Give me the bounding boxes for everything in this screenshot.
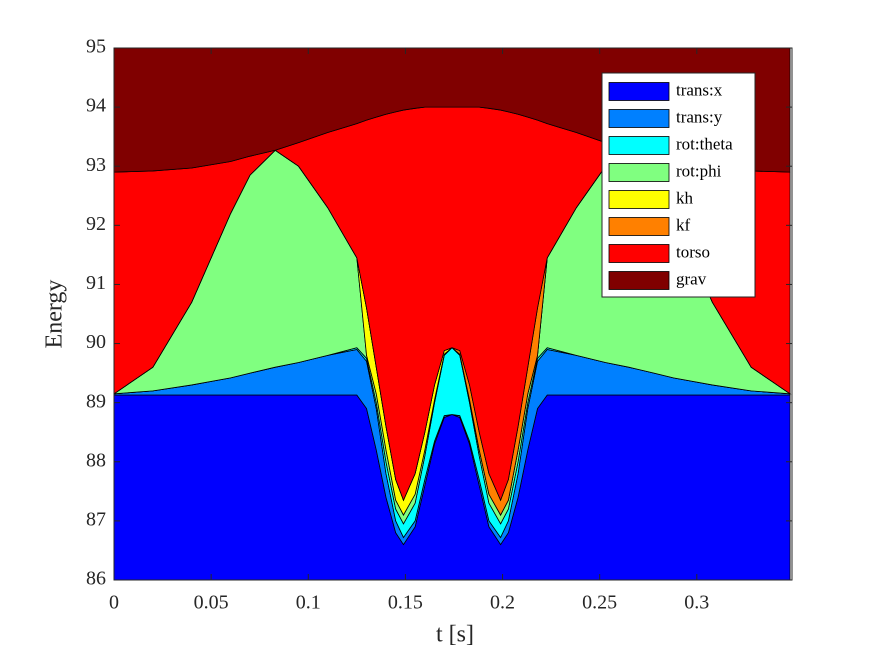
legend-label: kh [676, 188, 694, 207]
legend-label: torso [676, 242, 710, 261]
x-tick-label: 0.25 [582, 592, 617, 614]
x-tick-label: 0.1 [296, 592, 321, 614]
legend-label: rot:phi [676, 161, 722, 180]
y-tick-label: 88 [86, 449, 106, 471]
legend-label: trans:x [676, 80, 723, 99]
x-tick-label: 0.15 [388, 592, 423, 614]
legend-label: grav [676, 269, 707, 288]
legend-label: trans:y [676, 107, 723, 126]
x-tick-label: 0 [109, 592, 119, 614]
legend-label: kf [676, 215, 691, 234]
y-tick-label: 95 [86, 36, 106, 58]
y-tick-label: 87 [86, 508, 106, 530]
y-tick-label: 90 [86, 331, 106, 353]
legend-swatch [608, 136, 670, 155]
legend-swatch [608, 190, 670, 209]
x-axis-label: t [s] [436, 622, 474, 648]
legend-swatch [608, 82, 670, 101]
legend: trans:x trans:y rot:theta rot:phi kh kf torso g… [601, 72, 756, 298]
y-axis-label: Energy [42, 280, 68, 349]
legend-swatch [608, 271, 670, 290]
y-tick-label: 91 [86, 272, 106, 294]
y-tick-label: 94 [86, 95, 106, 117]
legend-label: rot:theta [676, 134, 733, 153]
legend-swatch [608, 163, 670, 182]
x-tick-label: 0.05 [194, 592, 229, 614]
x-tick-label: 0.3 [684, 592, 709, 614]
legend-swatch [608, 244, 670, 263]
legend-swatch [608, 109, 670, 128]
x-tick-label: 0.2 [490, 592, 515, 614]
legend-swatch [608, 217, 670, 236]
y-tick-label: 86 [86, 568, 106, 590]
y-tick-label: 89 [86, 390, 106, 412]
axes-box [113, 47, 793, 581]
y-tick-label: 93 [86, 154, 106, 176]
y-tick-label: 92 [86, 213, 106, 235]
